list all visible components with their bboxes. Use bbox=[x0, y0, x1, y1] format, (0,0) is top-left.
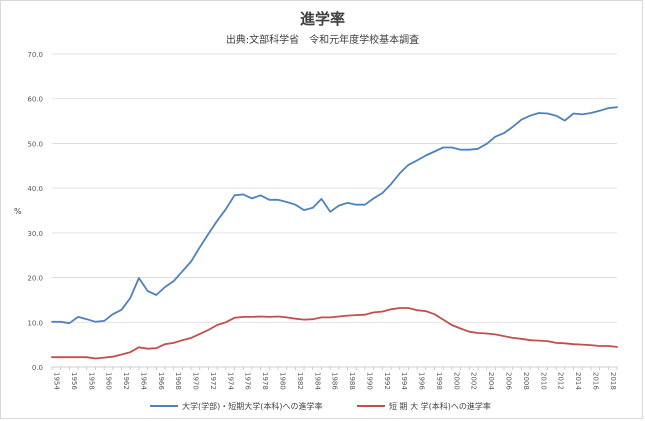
x-tick-label: 1956 bbox=[70, 372, 78, 390]
x-tick-label: 1982 bbox=[296, 372, 304, 390]
y-tick-label: 50.0 bbox=[27, 140, 43, 148]
x-tick-label: 1970 bbox=[192, 372, 200, 390]
x-tick-label: 1976 bbox=[244, 372, 252, 390]
y-tick-label: 0.0 bbox=[32, 364, 43, 372]
series-line-1 bbox=[51, 106, 618, 325]
x-tick-label: 1972 bbox=[209, 372, 217, 390]
y-tick-label: 30.0 bbox=[27, 230, 43, 238]
x-tick-label: 2004 bbox=[487, 372, 495, 390]
x-tick-label: 2008 bbox=[522, 372, 530, 390]
x-tick-label: 1980 bbox=[279, 372, 287, 390]
y-tick-label: 10.0 bbox=[27, 319, 43, 327]
x-tick-label: 1964 bbox=[139, 372, 147, 390]
x-tick-label: 2012 bbox=[557, 372, 565, 390]
series-lines bbox=[51, 106, 618, 360]
legend-label-series2: 短 期 大 学(本科)への進学率 bbox=[389, 401, 491, 411]
x-tick-label: 1992 bbox=[383, 372, 391, 390]
y-axis-label: % bbox=[14, 207, 22, 216]
x-tick-label: 2002 bbox=[470, 372, 478, 390]
x-tick-label: 2006 bbox=[505, 372, 513, 390]
x-tick-label: 1984 bbox=[313, 372, 321, 390]
y-tick-label: 20.0 bbox=[27, 275, 43, 283]
series-line-2 bbox=[51, 307, 618, 360]
legend-label-series1: 大学(学部)・短期大学(本科)への進学率 bbox=[182, 401, 322, 411]
x-tick-label: 1988 bbox=[348, 372, 356, 390]
y-tick-label: 60.0 bbox=[27, 96, 43, 104]
x-tick-label: 1986 bbox=[331, 372, 339, 390]
x-tick-label: 1960 bbox=[105, 372, 113, 390]
y-tick-label: 40.0 bbox=[27, 185, 43, 193]
x-tick-label: 2010 bbox=[539, 372, 547, 390]
y-axis-ticks: 0.0 10.0 20.0 30.0 40.0 50.0 60.0 70.0 bbox=[27, 51, 43, 372]
x-tick-label: 2016 bbox=[591, 372, 599, 390]
x-tick-label: 1990 bbox=[365, 372, 373, 390]
x-tick-label: 1962 bbox=[122, 372, 130, 390]
x-tick-label: 1958 bbox=[87, 372, 95, 390]
x-tick-label: 2000 bbox=[452, 372, 460, 390]
x-tick-label: 1996 bbox=[418, 372, 426, 390]
x-tick-label: 2018 bbox=[609, 372, 617, 390]
x-tick-label: 1978 bbox=[261, 372, 269, 390]
legend: 大学(学部)・短期大学(本科)への進学率 短 期 大 学(本科)への進学率 bbox=[150, 401, 491, 411]
x-tick-label: 2014 bbox=[574, 372, 582, 390]
gridlines bbox=[52, 53, 617, 368]
x-tick-label: 1974 bbox=[226, 372, 234, 390]
x-axis bbox=[51, 367, 618, 370]
x-tick-label: 1998 bbox=[435, 372, 443, 390]
y-tick-label: 70.0 bbox=[27, 51, 43, 59]
chart-subtitle: 出典:文部科学省 令和元年度学校基本調査 bbox=[225, 35, 420, 46]
chart-title: 進学率 bbox=[299, 10, 345, 28]
x-tick-label: 1994 bbox=[400, 372, 408, 390]
x-tick-label: 1954 bbox=[53, 372, 61, 390]
x-tick-label: 1968 bbox=[174, 372, 182, 390]
x-tick-label: 1966 bbox=[157, 372, 165, 390]
x-axis-ticks: 1954 1956 1958 1960 1962 1964 1966 1968 1970 1972… bbox=[53, 372, 617, 390]
